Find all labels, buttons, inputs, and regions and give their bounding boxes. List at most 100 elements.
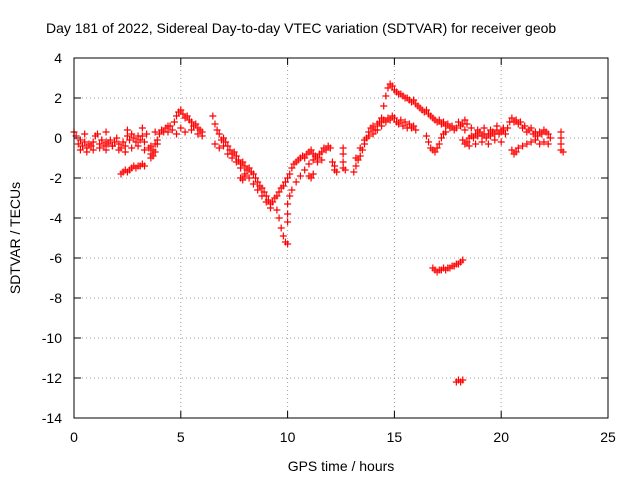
data-point (309, 156, 317, 164)
data-point (401, 118, 409, 126)
data-point (252, 174, 260, 182)
data-point (126, 136, 134, 144)
grid (74, 58, 608, 418)
data-point (388, 82, 396, 90)
data-point (544, 130, 552, 138)
data-point (89, 146, 97, 154)
data-point (130, 134, 138, 142)
data-point (128, 130, 136, 138)
data-point (339, 158, 347, 166)
data-point (519, 142, 527, 150)
data-point (531, 136, 539, 144)
data-point (194, 130, 202, 138)
data-point (187, 118, 195, 126)
data-point (431, 148, 439, 156)
data-point (177, 106, 185, 114)
data-point (296, 172, 304, 180)
data-point (245, 164, 253, 172)
data-point (138, 132, 146, 140)
data-point (230, 148, 238, 156)
data-point (258, 192, 266, 200)
y-tick-label: -12 (42, 370, 62, 386)
data-point (521, 122, 529, 130)
data-point (102, 128, 110, 136)
x-tick-label: 5 (177, 429, 185, 445)
data-point (286, 170, 294, 178)
data-point (356, 144, 364, 152)
data-point (410, 96, 418, 104)
data-point (318, 156, 326, 164)
y-tick-label: 4 (54, 50, 62, 66)
data-point (405, 120, 413, 128)
data-point (375, 118, 383, 126)
data-point (134, 142, 142, 150)
data-point (173, 130, 181, 138)
data-point (442, 128, 450, 136)
data-point (239, 158, 247, 166)
data-point (544, 140, 552, 148)
data-point (472, 140, 480, 148)
data-point (378, 114, 386, 122)
data-point (108, 142, 116, 150)
data-point (284, 218, 292, 226)
data-point (546, 134, 554, 142)
data-point (74, 140, 82, 148)
data-point (170, 118, 178, 126)
data-point (96, 144, 104, 152)
data-point (151, 128, 159, 136)
data-point (284, 174, 292, 182)
data-point (292, 178, 300, 186)
data-point (215, 144, 223, 152)
data-point (286, 192, 294, 200)
data-point (307, 174, 315, 182)
data-point (341, 166, 349, 174)
data-point (164, 128, 172, 136)
data-point (220, 142, 228, 150)
data-point (113, 134, 121, 142)
data-point (241, 162, 249, 170)
data-point (412, 126, 420, 134)
data-point (239, 176, 247, 184)
data-point (480, 124, 488, 132)
data-point (284, 200, 292, 208)
axes: 420-2-4-6-8-10-12-140 5 10 15 20 25 (42, 50, 616, 445)
data-point (309, 170, 317, 178)
data-point (81, 130, 89, 138)
data-point (147, 142, 155, 150)
data-point (395, 120, 403, 128)
data-point (89, 138, 97, 146)
data-point (380, 102, 388, 110)
y-tick-label: 2 (54, 90, 62, 106)
data-point (140, 138, 148, 146)
data-point (499, 124, 507, 132)
data-point (386, 116, 394, 124)
data-point (435, 116, 443, 124)
data-point (459, 256, 467, 264)
data-point (177, 124, 185, 132)
data-point (322, 146, 330, 154)
data-point (187, 126, 195, 134)
data-point (435, 140, 443, 148)
data-point (275, 214, 283, 222)
data-point (115, 146, 123, 154)
data-point (382, 92, 390, 100)
data-point (198, 132, 206, 140)
data-point (183, 112, 191, 120)
data-point (262, 198, 270, 206)
y-tick-label: -4 (50, 210, 63, 226)
data-point (269, 198, 277, 206)
data-point (516, 118, 524, 126)
data-point (557, 140, 565, 148)
data-point (222, 138, 230, 146)
data-point (425, 138, 433, 146)
data-point (213, 126, 221, 134)
data-point (487, 126, 495, 134)
data-point (87, 142, 95, 150)
data-point (100, 142, 108, 150)
data-point (512, 116, 520, 124)
y-tick-label: -14 (42, 410, 62, 426)
data-series (70, 80, 567, 386)
data-point (491, 136, 499, 144)
data-point (273, 192, 281, 200)
